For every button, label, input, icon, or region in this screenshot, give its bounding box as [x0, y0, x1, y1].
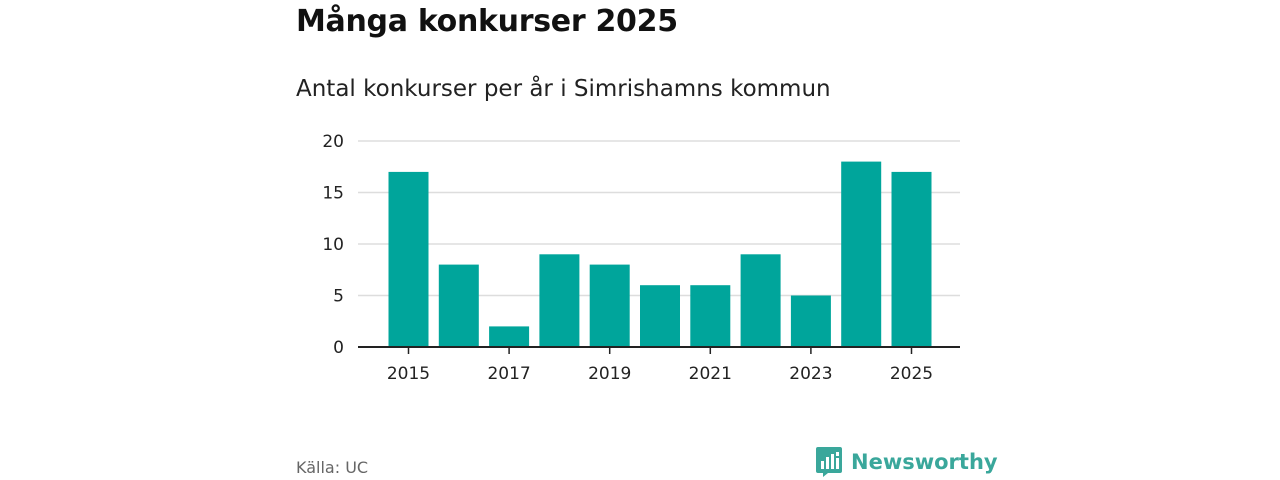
y-tick-label: 15: [322, 184, 344, 204]
x-tick-label: 2025: [890, 364, 933, 384]
x-tick-label: 2021: [689, 364, 732, 384]
chart-title: Många konkurser 2025: [296, 4, 678, 39]
x-tick-label: 2017: [487, 364, 530, 384]
bar-2021: [690, 285, 731, 347]
bar-2016: [438, 264, 479, 347]
y-axis-ticks: 0 5 10 15 20: [322, 132, 344, 358]
brand-logo: Newsworthy: [815, 446, 998, 478]
bar-2022: [740, 254, 781, 347]
y-tick-label: 10: [322, 235, 344, 255]
bar-2018: [539, 254, 580, 347]
brand-name: Newsworthy: [851, 450, 998, 474]
y-tick-label: 5: [333, 287, 344, 307]
y-tick-label: 20: [322, 132, 344, 152]
x-axis-ticks: 2015 2017 2019 2021 2023 2025: [387, 347, 933, 384]
x-tick-label: 2019: [588, 364, 631, 384]
bar-2015: [388, 171, 429, 347]
bars: [388, 161, 932, 347]
bar-2019: [589, 264, 630, 347]
newsworthy-logo-icon: [816, 447, 842, 477]
bar-2023: [790, 295, 831, 347]
y-tick-label: 0: [333, 338, 344, 358]
x-tick-label: 2015: [387, 364, 430, 384]
bar-2017: [489, 326, 530, 347]
chart-subtitle: Antal konkurser per år i Simrishamns kom…: [296, 76, 831, 102]
source-note: Källa: UC: [296, 458, 369, 477]
bar-2020: [640, 285, 680, 347]
x-tick-label: 2023: [789, 364, 832, 384]
bar-2024: [841, 161, 882, 347]
bar-2025: [891, 171, 932, 347]
